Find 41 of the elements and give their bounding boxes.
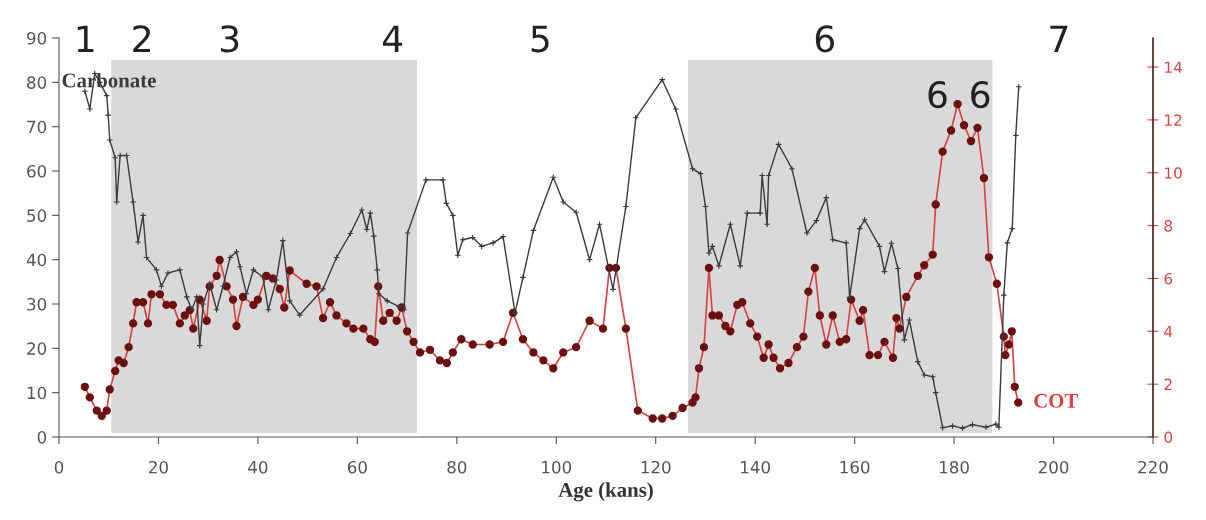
x-tick-label: 200: [1038, 460, 1069, 474]
x-tick-label: 100: [542, 460, 572, 474]
y2-tick-label: 4: [1164, 325, 1173, 338]
y-tick-label: 80: [27, 76, 47, 89]
x-tick-label: 220: [1138, 460, 1168, 474]
y-tick-label: 0: [37, 430, 47, 444]
y2-tick-label: 8: [1164, 220, 1173, 232]
y2-tick-label: 14: [1165, 61, 1182, 73]
x-tick-label: 40: [248, 460, 268, 474]
annotation: 1: [77, 25, 94, 52]
y-tick-label: 40: [26, 253, 47, 267]
annotation: 6: [971, 81, 990, 109]
y-tick-label: 50: [27, 209, 47, 222]
x-tick-label: 60: [347, 460, 367, 474]
y2-tick-label: 12: [1165, 114, 1182, 126]
y2-tick-label: 0: [1164, 431, 1173, 444]
x-tick-label: 20: [149, 460, 168, 474]
y-tick-label: 10: [27, 386, 47, 400]
y-tick-label: 60: [27, 164, 47, 178]
x-tick-label: 140: [741, 460, 770, 474]
annotation: 7: [1050, 25, 1068, 52]
annotation: 6: [815, 25, 835, 53]
y2-tick-label: 6: [1164, 272, 1173, 285]
y-tick-label: 70: [27, 120, 47, 134]
y-tick-label: 20: [27, 342, 47, 355]
x-tick-label: 160: [840, 460, 870, 474]
series-label: COT: [1034, 393, 1078, 408]
x-axis-title: Age (kans): [558, 482, 653, 502]
y-tick-label: 30: [27, 297, 47, 311]
x-tick-label: 0: [54, 460, 64, 474]
annotation: 5: [531, 25, 549, 53]
x-tick-label: 180: [940, 460, 969, 474]
x-tick-label: 80: [447, 460, 467, 474]
annotation: 2: [133, 25, 151, 52]
y-tick-label: 90: [27, 31, 47, 45]
annotation: 3: [220, 25, 239, 53]
annotation: 4: [382, 25, 403, 52]
y2-tick-label: 2: [1164, 378, 1172, 390]
annotation: 6: [928, 81, 947, 109]
x-tick-label: 120: [641, 460, 671, 474]
y2-tick-label: 10: [1165, 167, 1182, 179]
